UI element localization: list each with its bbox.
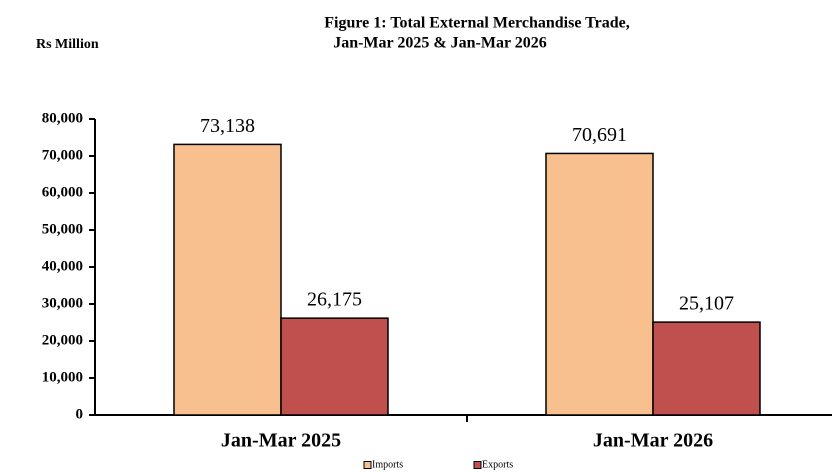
legend-label: Exports [482, 459, 513, 470]
bar [173, 143, 282, 416]
bar [280, 317, 389, 416]
y-axis-label: Rs Million [36, 37, 99, 52]
value-label: 26,175 [307, 289, 362, 311]
value-label: 73,138 [200, 115, 255, 137]
x-tick-label: Jan-Mar 2026 [593, 430, 713, 452]
y-tick-label: 50,000 [42, 221, 83, 237]
legend-label: Imports [372, 459, 403, 470]
y-tick-label: 80,000 [42, 110, 83, 126]
chart-title: Figure 1: Total External Merchandise Tra… [324, 15, 629, 32]
y-tick-label: 0 [76, 406, 84, 422]
y-tick-label: 70,000 [42, 147, 83, 163]
y-tick-label: 20,000 [42, 332, 83, 348]
bar [545, 152, 654, 416]
y-tick-label: 30,000 [42, 295, 83, 311]
y-tick-label: 10,000 [42, 369, 83, 385]
value-label: 25,107 [679, 293, 734, 315]
legend-swatch [363, 461, 372, 469]
bar [652, 321, 761, 416]
chart-title: Jan-Mar 2025 & Jan-Mar 2026 [333, 35, 547, 52]
legend-swatch [473, 461, 482, 469]
y-tick-label: 60,000 [42, 184, 83, 200]
y-tick-label: 40,000 [42, 258, 83, 274]
x-tick-label: Jan-Mar 2025 [221, 430, 341, 452]
value-label: 70,691 [572, 124, 627, 146]
